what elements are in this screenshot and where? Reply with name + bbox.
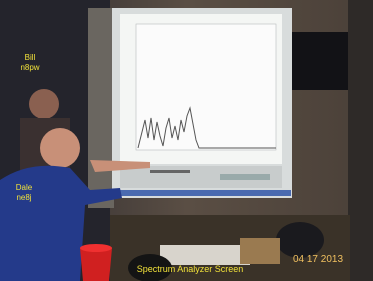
cup-rim — [80, 244, 112, 252]
tv — [292, 32, 348, 90]
chair — [276, 222, 324, 258]
person-head — [29, 89, 59, 119]
page: Bill n8pw Dale ne8j Spectrum Analyzer Sc… — [0, 0, 373, 281]
papers — [160, 245, 250, 265]
taskbar — [113, 190, 291, 196]
control-bar — [220, 174, 270, 180]
plot-area — [136, 24, 276, 150]
person-callsign: n8pw — [20, 63, 39, 72]
right-wall — [348, 0, 373, 281]
photo: Bill n8pw Dale ne8j Spectrum Analyzer Sc… — [0, 0, 373, 281]
person-head — [40, 128, 80, 168]
box — [240, 238, 280, 264]
cup — [80, 248, 112, 281]
person-name: Dale — [16, 183, 33, 192]
caption: Spectrum Analyzer Screen — [137, 264, 244, 274]
person-callsign: ne8j — [16, 193, 31, 202]
person-name: Bill — [25, 53, 36, 62]
date-stamp: 04 17 2013 — [293, 254, 343, 265]
pillar — [88, 8, 114, 208]
control-bar — [150, 170, 190, 173]
